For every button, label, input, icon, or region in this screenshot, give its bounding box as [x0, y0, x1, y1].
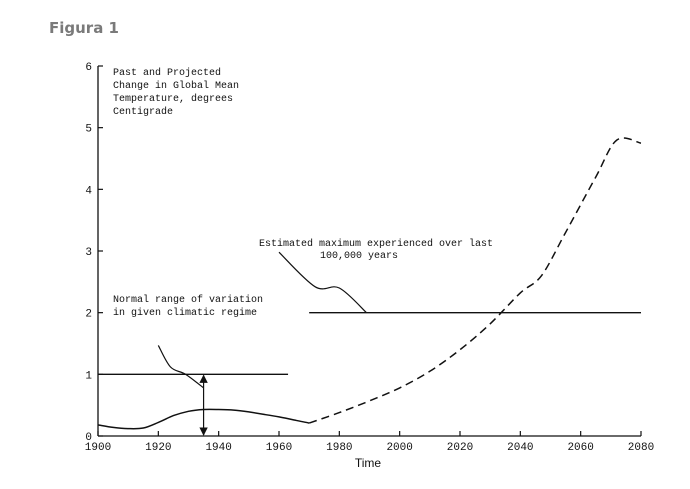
figure-label: Figura 1 — [49, 19, 119, 37]
y-tick-label: 5 — [85, 124, 92, 136]
x-tick-label: 1900 — [85, 442, 111, 454]
annotation-normal-range-line-2: in given climatic regime — [113, 307, 257, 319]
chart-title-line-2: Change in Global Mean — [113, 80, 239, 92]
annotation-normal-range-line-1: Normal range of variation — [113, 294, 263, 306]
y-tick-label: 1 — [85, 370, 92, 382]
y-tick-label: 0 — [85, 432, 92, 444]
x-tick-label: 2020 — [447, 442, 473, 454]
annotation-estimated-maximum-line-2: 100,000 years — [320, 251, 398, 262]
x-tick-label: 2040 — [507, 442, 533, 454]
chart-title-line-3: Temperature, degrees — [113, 93, 233, 105]
annotation-estimated-maximum-line-1: Estimated maximum experienced over last — [259, 238, 493, 250]
y-tick-label: 2 — [85, 309, 92, 321]
x-tick-label: 2060 — [567, 442, 593, 454]
chart-title-line-1: Past and Projected — [113, 67, 221, 79]
y-tick-label: 6 — [85, 62, 92, 74]
chart-title-line-4: Centigrade — [113, 106, 173, 118]
y-tick-label: 3 — [85, 247, 92, 259]
x-axis-label: Time — [355, 456, 382, 470]
x-tick-label: 2000 — [386, 442, 412, 454]
x-tick-label: 1960 — [266, 442, 292, 454]
x-tick-label: 1980 — [326, 442, 352, 454]
annotation-pointer-normal-range — [157, 345, 204, 389]
series-projected-line — [308, 137, 642, 424]
x-tick-label: 2080 — [628, 442, 654, 454]
x-tick-label: 1940 — [205, 442, 231, 454]
y-tick-label: 4 — [85, 185, 92, 197]
annotation-pointer-estimated-maximum — [278, 251, 367, 314]
x-tick-label: 1920 — [145, 442, 171, 454]
